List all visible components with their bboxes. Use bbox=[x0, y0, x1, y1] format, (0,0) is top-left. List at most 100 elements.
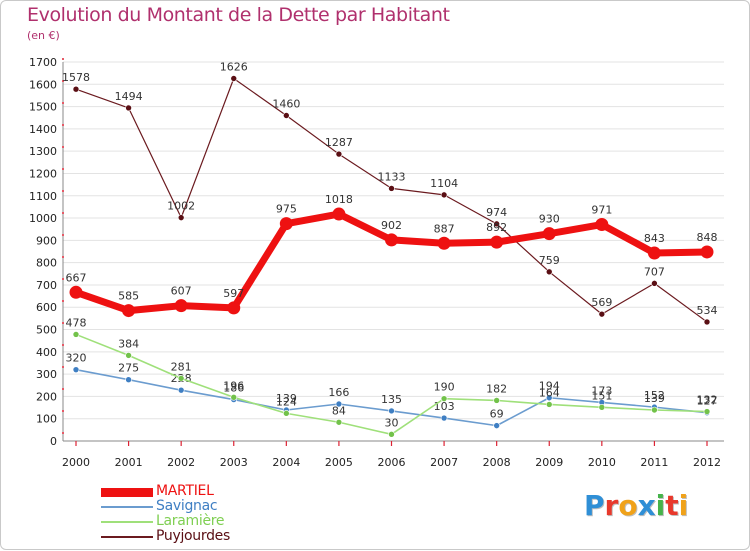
legend-item-puyjourdes: Puyjourdes bbox=[101, 528, 301, 545]
data-label-savignac: 152 bbox=[644, 389, 665, 402]
x-tick-label: 2007 bbox=[430, 456, 458, 469]
data-point-martiel bbox=[595, 218, 609, 232]
data-label-martiel: 887 bbox=[434, 222, 455, 235]
legend-item-martiel: MARTIEL bbox=[101, 483, 301, 500]
plot-area bbox=[63, 62, 724, 441]
data-label-puyjourdes: 974 bbox=[486, 206, 507, 219]
data-label-puyjourdes: 1460 bbox=[272, 98, 300, 111]
data-point-martiel bbox=[647, 246, 661, 260]
data-point-larami-re bbox=[230, 394, 238, 401]
legend-label-savignac: Savignac bbox=[156, 498, 218, 514]
data-label-puyjourdes: 1626 bbox=[220, 60, 248, 73]
x-tick-label: 2006 bbox=[378, 456, 406, 469]
data-point-savignac bbox=[388, 407, 395, 415]
data-point-martiel bbox=[385, 233, 398, 247]
data-label-savignac: 166 bbox=[328, 386, 349, 399]
data-label-puyjourdes: 1002 bbox=[167, 200, 195, 213]
y-tick-label: 400 bbox=[36, 346, 57, 359]
data-point-puyjourdes bbox=[177, 214, 185, 221]
data-label-puyjourdes: 1104 bbox=[430, 177, 458, 190]
data-point-puyjourdes bbox=[703, 318, 711, 326]
data-label-larami-re: 182 bbox=[486, 382, 507, 395]
data-point-martiel bbox=[174, 299, 188, 313]
y-tick-label: 1500 bbox=[29, 101, 57, 114]
data-label-puyjourdes: 759 bbox=[539, 254, 560, 267]
data-label-martiel: 597 bbox=[223, 287, 244, 300]
x-tick-label: 2000 bbox=[62, 456, 90, 469]
data-point-martiel bbox=[69, 285, 83, 299]
y-tick-label: 600 bbox=[36, 301, 57, 314]
data-point-savignac bbox=[125, 376, 132, 383]
data-label-martiel: 930 bbox=[539, 213, 560, 226]
legend-label-larami-re: Laramière bbox=[156, 513, 225, 529]
legend-swatch-savignac bbox=[101, 506, 153, 508]
data-point-puyjourdes bbox=[651, 280, 658, 287]
data-point-larami-re bbox=[177, 375, 185, 382]
x-tick-label: 2011 bbox=[640, 456, 668, 469]
data-point-puyjourdes bbox=[493, 220, 500, 228]
x-tick-label: 2001 bbox=[115, 456, 143, 469]
data-point-savignac bbox=[72, 366, 80, 373]
data-label-puyjourdes: 1133 bbox=[378, 170, 406, 183]
data-point-martiel bbox=[437, 236, 451, 250]
data-label-puyjourdes: 1287 bbox=[325, 136, 353, 149]
x-tick-label: 2004 bbox=[272, 456, 300, 469]
data-point-martiel bbox=[542, 227, 556, 241]
data-label-larami-re: 196 bbox=[223, 379, 244, 392]
data-label-larami-re: 132 bbox=[697, 394, 718, 407]
data-point-savignac bbox=[177, 386, 185, 394]
data-point-martiel bbox=[332, 207, 346, 221]
data-label-larami-re: 30 bbox=[385, 416, 399, 429]
data-label-larami-re: 281 bbox=[171, 360, 192, 373]
data-point-larami-re bbox=[493, 397, 500, 404]
y-tick-label: 1100 bbox=[29, 190, 57, 203]
y-tick-label: 1700 bbox=[29, 56, 57, 69]
data-point-larami-re bbox=[651, 406, 658, 414]
x-tick-label: 2010 bbox=[588, 456, 616, 469]
data-label-martiel: 975 bbox=[276, 203, 297, 216]
data-label-larami-re: 151 bbox=[591, 389, 612, 402]
y-tick-label: 1000 bbox=[29, 212, 57, 225]
data-point-savignac bbox=[335, 400, 343, 408]
data-label-larami-re: 164 bbox=[539, 386, 560, 399]
logo-letter: i bbox=[678, 489, 689, 522]
data-label-martiel: 892 bbox=[486, 221, 507, 234]
data-point-savignac bbox=[493, 422, 500, 429]
data-point-martiel bbox=[279, 217, 293, 231]
y-tick-label: 0 bbox=[50, 435, 57, 448]
data-label-puyjourdes: 569 bbox=[591, 296, 612, 309]
data-point-puyjourdes bbox=[230, 75, 238, 82]
data-label-savignac: 69 bbox=[490, 408, 504, 421]
data-point-puyjourdes bbox=[440, 191, 448, 199]
x-tick-label: 2002 bbox=[167, 456, 195, 469]
data-label-savignac: 127 bbox=[697, 395, 718, 408]
logo-letter: i bbox=[655, 489, 666, 522]
x-tick-label: 2008 bbox=[483, 456, 511, 469]
legend-swatch-puyjourdes bbox=[101, 536, 153, 538]
data-label-larami-re: 139 bbox=[644, 392, 665, 405]
data-label-larami-re: 190 bbox=[434, 381, 455, 394]
y-tick-label: 200 bbox=[36, 390, 57, 403]
data-label-larami-re: 124 bbox=[276, 395, 297, 408]
logo-letter: x bbox=[637, 489, 656, 522]
data-point-puyjourdes bbox=[598, 310, 606, 318]
data-label-martiel: 585 bbox=[118, 290, 139, 303]
data-label-savignac: 320 bbox=[66, 352, 87, 365]
data-label-martiel: 971 bbox=[591, 204, 612, 217]
data-point-puyjourdes bbox=[125, 104, 132, 112]
x-tick-label: 2009 bbox=[535, 456, 563, 469]
data-label-savignac: 139 bbox=[276, 392, 297, 405]
data-point-martiel bbox=[122, 304, 136, 318]
data-label-larami-re: 384 bbox=[118, 337, 139, 350]
x-tick-label: 2005 bbox=[325, 456, 353, 469]
data-point-martiel bbox=[490, 235, 504, 249]
data-point-puyjourdes bbox=[388, 185, 395, 192]
y-tick-label: 800 bbox=[36, 257, 57, 270]
data-point-larami-re bbox=[388, 431, 395, 438]
logo-letter: r bbox=[604, 489, 619, 522]
y-tick-label: 1300 bbox=[29, 145, 57, 158]
legend-swatch-martiel bbox=[101, 488, 153, 497]
data-point-martiel bbox=[227, 301, 241, 315]
chart-unit-label: (en €) bbox=[27, 29, 60, 42]
data-label-savignac: 186 bbox=[223, 382, 244, 395]
